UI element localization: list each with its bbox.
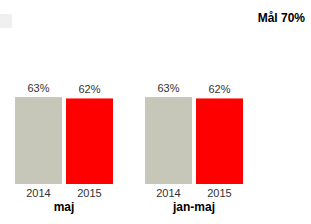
series-label: 2015	[77, 187, 101, 199]
bar	[66, 98, 113, 184]
series-label: 2014	[26, 187, 50, 199]
bar	[145, 97, 192, 184]
title: Mål 70%	[258, 11, 306, 25]
data-label: 63%	[157, 82, 179, 94]
data-label: 63%	[27, 82, 49, 94]
category-label: jan-maj	[172, 200, 215, 214]
data-label: 62%	[208, 83, 230, 95]
series-label: 2014	[156, 187, 180, 199]
data-label: 62%	[78, 83, 100, 95]
series-label: 2015	[207, 187, 231, 199]
bar	[15, 97, 62, 184]
bar	[196, 98, 243, 184]
bars	[15, 97, 243, 184]
panel-tab	[0, 14, 12, 28]
category-label: maj	[54, 200, 75, 214]
chart: Mål 70%63%201462%2015maj63%201462%2015ja…	[0, 0, 311, 224]
